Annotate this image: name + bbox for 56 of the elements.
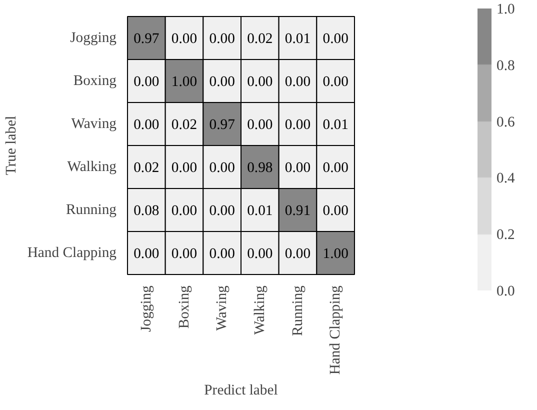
- color-bar-label: 0.2: [496, 227, 515, 244]
- data-label: 0.00: [284, 117, 311, 133]
- data-label: 0.02: [171, 117, 198, 133]
- data-label: 0.00: [171, 31, 198, 47]
- x-tick-label: Walking: [252, 284, 268, 335]
- data-label: 0.02: [134, 160, 160, 176]
- data-label: 0.00: [322, 203, 348, 219]
- y-axis-title: True label: [3, 116, 20, 176]
- data-label: 0.97: [209, 117, 235, 133]
- data-label: 0.00: [284, 246, 311, 262]
- data-label: 0.00: [209, 160, 235, 176]
- data-label: 0.00: [209, 203, 235, 219]
- color-bar-label: 1.0: [496, 2, 515, 18]
- data-label: 0.00: [284, 74, 311, 90]
- x-tick-label: Jogging: [138, 284, 154, 332]
- data-label: 0.00: [171, 203, 198, 219]
- data-label: 0.01: [322, 117, 348, 133]
- data-label: 0.00: [284, 160, 311, 176]
- data-label: 0.00: [171, 246, 198, 262]
- data-label: 0.01: [247, 203, 273, 219]
- x-tick-label: Running: [290, 284, 306, 336]
- data-label: 1.00: [171, 74, 198, 90]
- data-label: 0.00: [247, 246, 273, 262]
- y-tick-label: Walking: [67, 159, 118, 175]
- color-bar-label: 0.8: [496, 58, 515, 74]
- data-label: 0.91: [284, 203, 311, 219]
- data-label: 0.00: [322, 74, 348, 90]
- x-tick-label: Waving: [214, 284, 230, 331]
- x-tick-label: Boxing: [176, 284, 192, 329]
- data-label: 0.00: [322, 160, 348, 176]
- data-label: 0.00: [247, 117, 273, 133]
- data-label: 0.00: [134, 74, 160, 90]
- data-label: 0.00: [247, 74, 273, 90]
- y-tick-label: Running: [66, 202, 118, 218]
- x-tick-label: Hand Clapping: [328, 284, 344, 375]
- data-label: 0.00: [322, 31, 348, 47]
- data-label: 0.00: [134, 117, 160, 133]
- y-tick-label: Hand Clapping: [27, 245, 118, 261]
- data-label: 0.00: [209, 246, 235, 262]
- data-label: 0.00: [209, 74, 235, 90]
- data-label: 0.02: [247, 31, 273, 47]
- data-label: 0.08: [134, 203, 160, 219]
- x-axis-title: Predict label: [204, 382, 278, 399]
- data-label: 0.00: [171, 160, 198, 176]
- y-tick-label: Waving: [71, 116, 118, 132]
- color-bar-label: 0.4: [496, 170, 516, 187]
- data-label: 0.97: [134, 31, 160, 47]
- data-label: 1.00: [322, 246, 348, 262]
- y-tick-label: Jogging: [70, 30, 118, 46]
- data-label: 0.98: [247, 160, 273, 176]
- color-bar-label: 0.0: [496, 284, 515, 300]
- y-tick-label: Boxing: [73, 73, 118, 89]
- data-label: 0.00: [209, 31, 235, 47]
- color-bar-label: 0.6: [496, 114, 515, 130]
- data-label: 0.01: [284, 31, 311, 47]
- data-label: 0.00: [134, 246, 160, 262]
